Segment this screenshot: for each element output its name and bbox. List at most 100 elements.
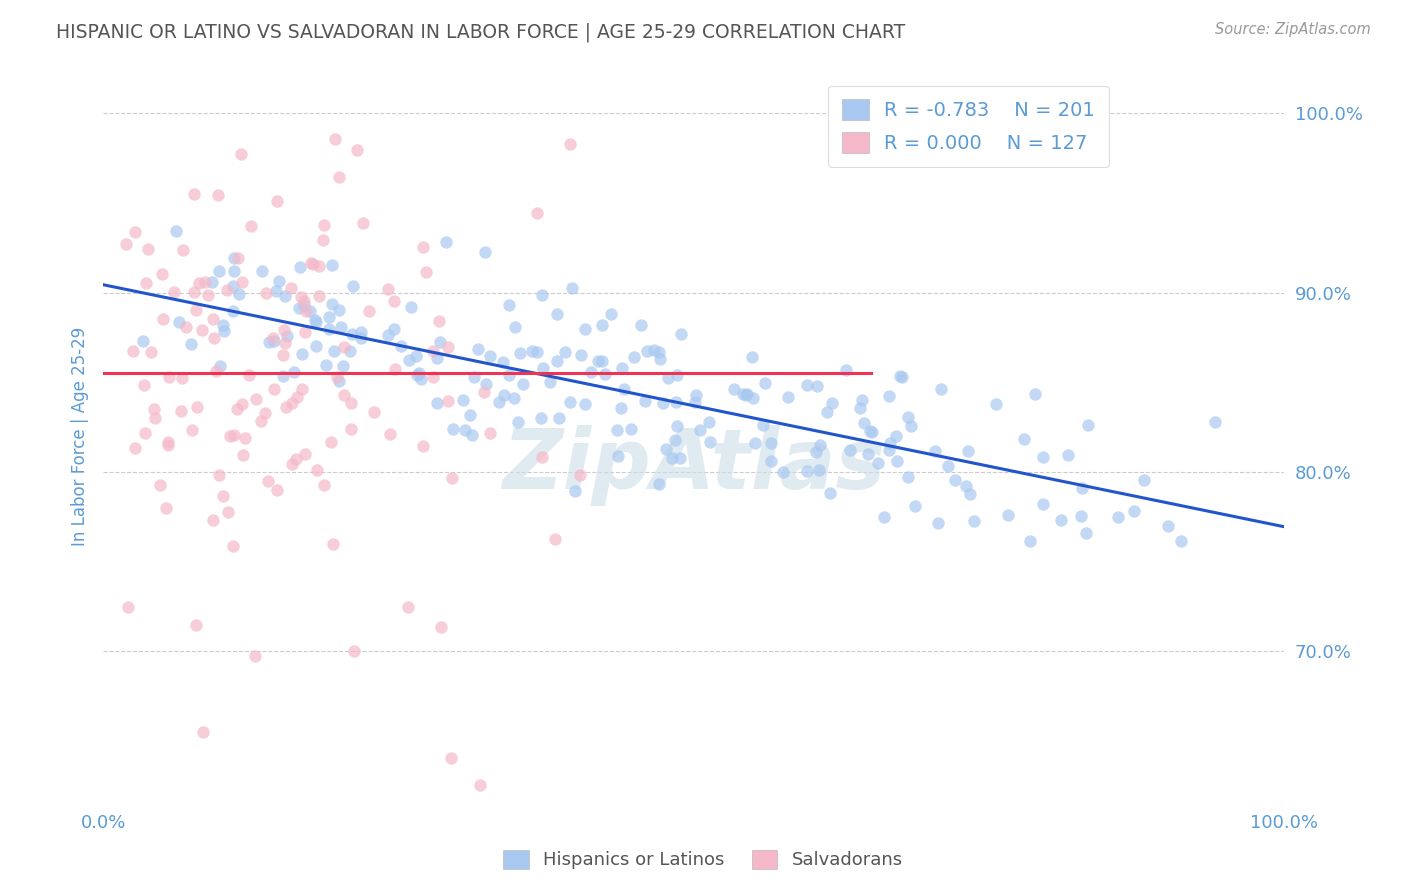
Point (955, 478, 977, 492)
Point (124, 441, 146, 455)
Point (796, 377, 818, 392)
Point (723, 382, 745, 396)
Point (343, 644, 366, 658)
Point (818, 485, 841, 500)
Point (531, 361, 554, 376)
Point (929, 382, 952, 396)
Point (274, 335, 297, 350)
Point (377, 282, 399, 296)
Point (560, 137, 582, 152)
Point (821, 396, 844, 410)
Point (531, 450, 554, 464)
Point (648, 477, 671, 491)
Point (697, 416, 720, 430)
Point (807, 462, 830, 476)
Point (187, 277, 209, 291)
Point (503, 320, 526, 334)
Point (654, 442, 676, 456)
Point (866, 456, 889, 470)
Point (263, 334, 285, 348)
Point (274, 401, 297, 415)
Point (222, 539, 245, 553)
Point (429, 335, 451, 350)
Point (231, 396, 253, 410)
Point (184, 617, 207, 632)
Point (143, 401, 166, 416)
Point (877, 389, 900, 403)
Point (215, 283, 238, 297)
Point (873, 510, 896, 524)
Point (382, 322, 405, 336)
Point (232, 448, 254, 462)
Point (250, 263, 273, 277)
Point (231, 275, 253, 289)
Point (512, 377, 534, 392)
Point (398, 352, 420, 367)
Point (328, 374, 350, 388)
Point (548, 411, 571, 425)
Point (396, 600, 419, 615)
Point (636, 343, 658, 358)
Point (884, 429, 907, 443)
Point (630, 318, 652, 332)
Point (472, 384, 495, 399)
Point (212, 318, 235, 333)
Point (579, 365, 602, 379)
Point (311, 233, 333, 247)
Point (669, 326, 692, 341)
Point (744, 436, 766, 450)
Point (170, 404, 193, 418)
Point (759, 454, 782, 468)
Point (328, 169, 350, 184)
Point (1057, 448, 1080, 462)
Point (1024, 387, 1046, 401)
Point (904, 499, 927, 513)
Point (879, 436, 901, 450)
Point (877, 442, 900, 457)
Point (117, 600, 139, 615)
Point (183, 187, 205, 202)
Point (149, 478, 172, 492)
Point (620, 422, 643, 436)
Point (342, 278, 364, 293)
Point (860, 425, 883, 439)
Point (426, 351, 449, 365)
Point (733, 387, 755, 401)
Point (315, 358, 337, 372)
Point (226, 251, 249, 265)
Point (1204, 415, 1226, 429)
Point (283, 365, 305, 379)
Point (180, 337, 202, 351)
Point (538, 375, 561, 389)
Point (458, 408, 481, 422)
Point (305, 463, 328, 477)
Point (305, 315, 328, 329)
Point (201, 276, 224, 290)
Point (134, 426, 156, 441)
Point (224, 251, 246, 265)
Point (586, 353, 609, 368)
Point (226, 402, 249, 417)
Point (498, 298, 520, 312)
Point (643, 343, 665, 358)
Point (735, 387, 758, 401)
Point (250, 414, 273, 428)
Point (285, 451, 308, 466)
Point (339, 396, 361, 410)
Point (295, 304, 318, 318)
Point (264, 285, 287, 299)
Point (467, 343, 489, 357)
Point (498, 368, 520, 383)
Point (665, 395, 688, 409)
Point (205, 364, 228, 378)
Point (591, 318, 613, 332)
Point (1157, 519, 1180, 533)
Point (288, 260, 311, 274)
Point (191, 725, 214, 739)
Point (891, 369, 914, 384)
Point (526, 206, 548, 220)
Point (927, 516, 949, 531)
Point (157, 370, 180, 384)
Point (699, 435, 721, 450)
Point (163, 285, 186, 300)
